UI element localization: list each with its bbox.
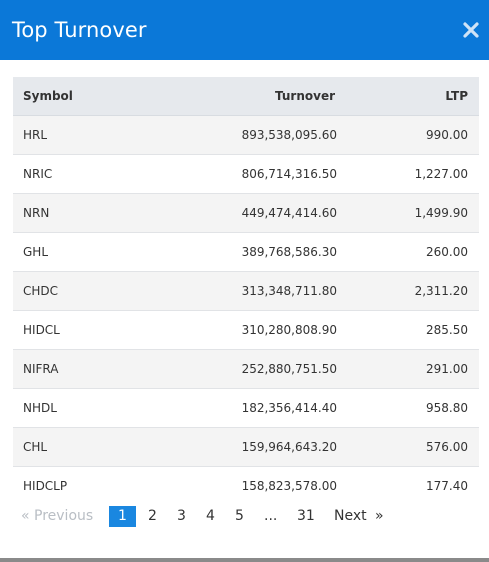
table-row[interactable]: HIDCLP 158,823,578.00 177.40: [13, 466, 479, 505]
cell-ltp: 576.00: [337, 427, 479, 467]
table-row[interactable]: NIFRA 252,880,751.50 291.00: [13, 349, 479, 389]
cell-ltp: 990.00: [337, 115, 479, 155]
cell-turnover: 158,823,578.00: [173, 466, 337, 505]
cell-ltp: 2,311.20: [337, 271, 479, 311]
table-row[interactable]: CHDC 313,348,711.80 2,311.20: [13, 271, 479, 311]
cell-turnover: 310,280,808.90: [173, 310, 337, 350]
table-row[interactable]: HIDCL 310,280,808.90 285.50: [13, 310, 479, 350]
cell-symbol: NIFRA: [13, 349, 173, 389]
next-page-link[interactable]: Next: [334, 508, 367, 524]
page-link-3[interactable]: 3: [177, 508, 186, 524]
table-header-row: Symbol Turnover LTP: [13, 77, 479, 116]
page-link-1[interactable]: 1: [109, 506, 136, 527]
cell-symbol: GHL: [13, 232, 173, 272]
cell-symbol: CHL: [13, 427, 173, 467]
pagination-ellipsis: ...: [264, 508, 278, 524]
table-row[interactable]: NHDL 182,356,414.40 958.80: [13, 388, 479, 428]
cell-symbol: NRN: [13, 193, 173, 233]
table-body: HRL 893,538,095.60 990.00 NRIC 806,714,3…: [13, 115, 479, 505]
previous-page-link[interactable]: « Previous: [21, 508, 94, 524]
cell-ltp: 177.40: [337, 466, 479, 505]
cell-ltp: 1,499.90: [337, 193, 479, 233]
next-arrow-icon[interactable]: »: [375, 508, 384, 524]
cell-ltp: 958.80: [337, 388, 479, 428]
pagination: « Previous 1 2 3 4 5 ... 31 Next »: [13, 506, 479, 528]
cell-symbol: NRIC: [13, 154, 173, 194]
cell-turnover: 389,768,586.30: [173, 232, 337, 272]
cell-turnover: 252,880,751.50: [173, 349, 337, 389]
table-row[interactable]: NRN 449,474,414.60 1,499.90: [13, 193, 479, 233]
column-header-symbol[interactable]: Symbol: [13, 77, 173, 116]
close-button[interactable]: [461, 20, 481, 40]
cell-ltp: 285.50: [337, 310, 479, 350]
modal-header: Top Turnover: [0, 0, 489, 60]
column-header-turnover[interactable]: Turnover: [173, 77, 337, 116]
modal-title: Top Turnover: [12, 18, 147, 42]
page-link-5[interactable]: 5: [235, 508, 244, 524]
column-header-ltp[interactable]: LTP: [337, 77, 479, 116]
page-link-4[interactable]: 4: [206, 508, 215, 524]
close-icon: [463, 22, 479, 38]
cell-ltp: 291.00: [337, 349, 479, 389]
cell-turnover: 449,474,414.60: [173, 193, 337, 233]
page-link-last[interactable]: 31: [297, 508, 315, 524]
table-row[interactable]: HRL 893,538,095.60 990.00: [13, 115, 479, 155]
cell-turnover: 182,356,414.40: [173, 388, 337, 428]
table-row[interactable]: GHL 389,768,586.30 260.00: [13, 232, 479, 272]
cell-symbol: NHDL: [13, 388, 173, 428]
cell-symbol: HIDCLP: [13, 466, 173, 505]
page-link-2[interactable]: 2: [148, 508, 157, 524]
turnover-table: Symbol Turnover LTP HRL 893,538,095.60 9…: [13, 77, 479, 505]
cell-turnover: 313,348,711.80: [173, 271, 337, 311]
table-row[interactable]: CHL 159,964,643.20 576.00: [13, 427, 479, 467]
cell-symbol: CHDC: [13, 271, 173, 311]
cell-symbol: HRL: [13, 115, 173, 155]
cell-turnover: 893,538,095.60: [173, 115, 337, 155]
cell-symbol: HIDCL: [13, 310, 173, 350]
table-row[interactable]: NRIC 806,714,316.50 1,227.00: [13, 154, 479, 194]
cell-turnover: 159,964,643.20: [173, 427, 337, 467]
cell-ltp: 260.00: [337, 232, 479, 272]
cell-ltp: 1,227.00: [337, 154, 479, 194]
cell-turnover: 806,714,316.50: [173, 154, 337, 194]
